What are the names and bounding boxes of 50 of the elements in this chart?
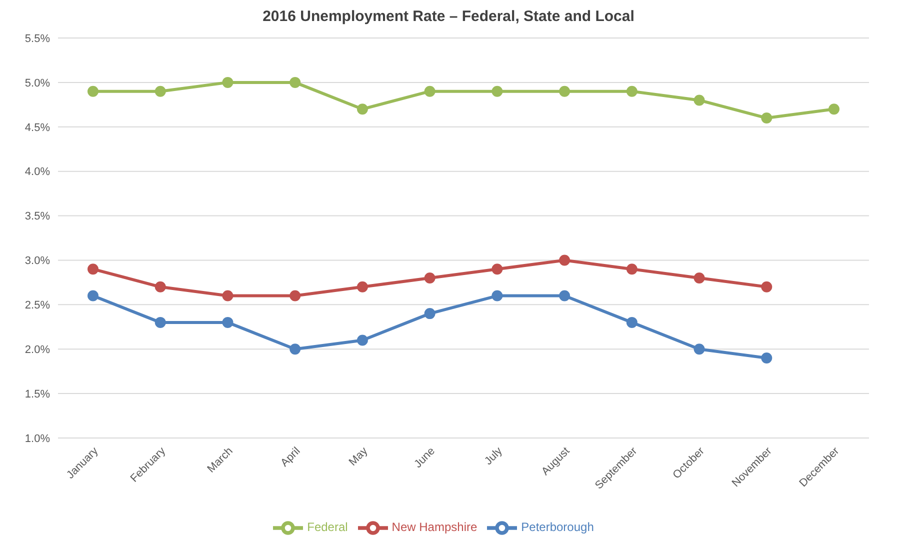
legend-label: Federal [307,520,348,534]
point [222,316,234,328]
point [694,344,705,355]
y-tick-label: 5.5% [24,32,50,45]
point [424,308,436,320]
y-tick-label: 4.5% [24,122,50,134]
y-tick-label: 1.0% [24,432,50,445]
point [356,334,368,346]
x-tick-label: July [482,444,506,468]
point [356,104,368,115]
point [559,254,570,266]
legend-label: New Hampshire [392,520,478,534]
point [761,352,772,364]
point [492,290,503,302]
point [626,264,638,275]
point [356,281,368,292]
point [828,104,840,115]
point [626,316,638,328]
point [88,264,98,275]
point [222,76,234,88]
y-tick-label: 3.5% [24,210,50,223]
point [626,86,638,97]
point [492,86,503,97]
point [154,316,166,328]
x-tick-label: May [346,444,370,468]
y-tick-label: 4.0% [24,166,50,178]
point [559,290,570,302]
y-tick-label: 1.5% [24,388,50,400]
point [694,94,705,106]
point [290,290,301,302]
point [492,264,503,275]
y-tick-label: 2.5% [24,300,50,312]
point [761,112,772,124]
point [424,272,436,284]
y-tick-label: 2.0% [24,344,50,356]
point [424,86,436,97]
point [222,290,234,302]
legend-label: Peterborough [521,520,594,534]
chart-title: 2016 Unemployment Rate – Federal, State and Local [262,8,636,27]
y-tick-label: 3.0% [24,255,50,268]
point [290,344,301,355]
point [694,272,705,284]
point [154,86,166,97]
point [154,281,166,292]
point [761,281,772,292]
point [290,76,301,88]
point [559,86,570,97]
point [88,290,98,302]
point [88,86,98,97]
y-tick-label: 5.0% [24,77,50,90]
